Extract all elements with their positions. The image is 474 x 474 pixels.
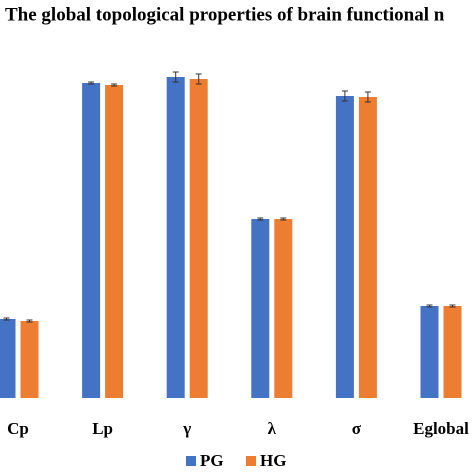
bar (335, 96, 354, 398)
error-bar (364, 91, 371, 103)
bar (0, 319, 16, 398)
legend-label: HG (260, 451, 286, 470)
legend-swatch (246, 456, 256, 466)
error-bar (280, 217, 287, 221)
error-bar (426, 304, 433, 308)
error-bar (26, 319, 33, 323)
x-tick-label: Lp (92, 419, 113, 438)
bar (82, 83, 101, 398)
error-bar (172, 71, 179, 83)
bar (189, 79, 208, 398)
bar (420, 306, 439, 398)
x-tick-label: Eglobal (413, 419, 469, 438)
x-tick-label: γ (182, 419, 191, 438)
error-bar (195, 73, 202, 85)
bar (443, 306, 462, 398)
legend-swatch (186, 456, 196, 466)
error-bar (88, 81, 95, 85)
error-bar (449, 304, 456, 308)
bar (105, 85, 124, 398)
error-bar (3, 317, 10, 321)
bar (358, 97, 377, 398)
bar (274, 219, 293, 398)
legend-label: PG (200, 451, 224, 470)
chart-title: The global topological properties of bra… (5, 4, 445, 25)
error-bar (257, 217, 264, 221)
x-tick-label: λ (268, 419, 277, 438)
x-tick-label: σ (352, 419, 362, 438)
bar (251, 219, 270, 398)
error-bar (111, 83, 118, 87)
error-bar (341, 90, 348, 102)
bar (166, 77, 185, 398)
bar (20, 321, 39, 398)
x-tick-label: Cp (7, 419, 29, 438)
